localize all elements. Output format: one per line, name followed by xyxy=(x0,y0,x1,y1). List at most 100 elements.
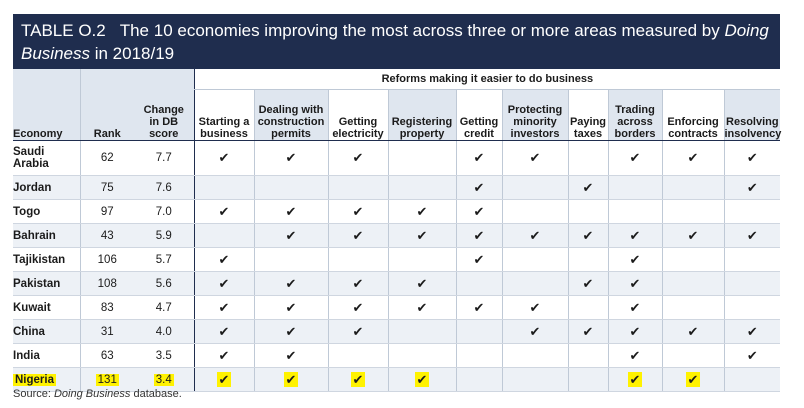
reform-cell: ✔ xyxy=(193,247,254,272)
checkmark-icon: ✔ xyxy=(218,275,230,291)
checkmark-icon: ✔ xyxy=(629,275,641,291)
reform-cell xyxy=(455,367,502,392)
reform-cell xyxy=(193,175,254,200)
checkmark-icon: ✔ xyxy=(218,347,230,363)
checkmark-icon: ✔ xyxy=(285,150,297,165)
reform-cell: ✔ xyxy=(193,295,254,320)
rank-cell: 106 xyxy=(79,247,134,272)
reform-column-header: Starting a business xyxy=(193,89,254,141)
checkmark-icon: ✔ xyxy=(414,371,430,387)
change-cell: 7.0 xyxy=(134,199,194,224)
checkmark-icon: ✔ xyxy=(352,299,364,315)
economy-cell: Tajikistan xyxy=(13,247,80,272)
economy-cell: Nigeria xyxy=(13,367,80,392)
reform-cell: ✔ xyxy=(661,367,724,392)
change-cell: 5.9 xyxy=(134,223,194,248)
reform-cell xyxy=(501,367,568,392)
checkmark-icon: ✔ xyxy=(627,371,643,387)
reform-cell: ✔ xyxy=(455,247,502,272)
reform-cell xyxy=(327,343,388,368)
reform-cell: ✔ xyxy=(607,140,662,176)
reform-cell: ✔ xyxy=(607,319,662,344)
reform-cell: ✔ xyxy=(193,271,254,296)
rank-cell: 43 xyxy=(79,223,134,248)
reform-column-header: Getting credit xyxy=(455,89,502,141)
reform-cell xyxy=(723,367,781,392)
checkmark-icon: ✔ xyxy=(352,275,364,291)
reform-cell: ✔ xyxy=(327,199,388,224)
reform-cell xyxy=(723,199,781,224)
checkmark-icon: ✔ xyxy=(473,227,485,243)
table-title: TABLE O.2 The 10 economies improving the … xyxy=(13,14,780,69)
reform-cell xyxy=(193,223,254,248)
reform-cell: ✔ xyxy=(501,140,568,176)
reform-cell: ✔ xyxy=(501,223,568,248)
table-row: Tajikistan 106 5.7 ✔ ✔ ✔ xyxy=(13,247,781,272)
reform-cell xyxy=(253,175,328,200)
reform-cell: ✔ xyxy=(607,247,662,272)
reform-cell: ✔ xyxy=(723,175,781,200)
reform-cell: ✔ xyxy=(567,175,608,200)
reform-cell: ✔ xyxy=(723,223,781,248)
checkmark-icon: ✔ xyxy=(218,150,230,165)
reform-cell: ✔ xyxy=(327,367,388,392)
checkmark-icon: ✔ xyxy=(218,299,230,315)
reform-cell: ✔ xyxy=(661,140,724,176)
reform-cell xyxy=(455,319,502,344)
reform-cell: ✔ xyxy=(327,223,388,248)
reform-cell: ✔ xyxy=(501,319,568,344)
table-row: Jordan 75 7.6 ✔ ✔ ✔ xyxy=(13,175,781,200)
source-italic: Doing Business xyxy=(53,388,131,400)
reform-column-header: Dealing with construction permits xyxy=(253,89,328,141)
reform-cell xyxy=(607,175,662,200)
reform-cell xyxy=(567,367,608,392)
reform-cell: ✔ xyxy=(661,319,724,344)
title-suffix: in 2018/19 xyxy=(89,44,175,63)
change-cell: 7.7 xyxy=(134,140,194,176)
checkmark-icon: ✔ xyxy=(285,227,297,243)
reform-column-header: Enforcing contracts xyxy=(661,89,724,141)
reform-cell: ✔ xyxy=(661,223,724,248)
checkmark-icon: ✔ xyxy=(529,299,541,315)
checkmark-icon: ✔ xyxy=(473,150,485,165)
reform-cell: ✔ xyxy=(607,367,662,392)
checkmark-icon: ✔ xyxy=(285,347,297,363)
reform-cell: ✔ xyxy=(253,140,328,176)
reform-cell: ✔ xyxy=(193,199,254,224)
checkmark-icon: ✔ xyxy=(629,299,641,315)
change-cell: 4.7 xyxy=(134,295,194,320)
reform-cell xyxy=(501,271,568,296)
title-text: The 10 economies improving the most acro… xyxy=(119,21,725,40)
reform-cell xyxy=(723,271,781,296)
checkmark-icon: ✔ xyxy=(416,299,428,315)
rank-column-header: Rank xyxy=(79,89,134,141)
change-cell: 5.7 xyxy=(134,247,194,272)
checkmark-icon: ✔ xyxy=(629,227,641,243)
reform-cell xyxy=(387,247,456,272)
change-cell: 3.4 xyxy=(134,367,194,392)
checkmark-icon: ✔ xyxy=(473,251,485,267)
reform-cell xyxy=(327,247,388,272)
checkmark-icon: ✔ xyxy=(529,227,541,243)
reform-cell: ✔ xyxy=(607,295,662,320)
reform-column-header: Paying taxes xyxy=(567,89,608,141)
reform-cell: ✔ xyxy=(567,319,608,344)
checkmark-icon: ✔ xyxy=(687,150,699,165)
checkmark-icon: ✔ xyxy=(350,371,366,387)
reform-cell xyxy=(661,343,724,368)
checkmark-icon: ✔ xyxy=(416,275,428,291)
checkmark-icon: ✔ xyxy=(582,275,594,291)
table-row: Pakistan 108 5.6 ✔ ✔ ✔ ✔ ✔ ✔ xyxy=(13,271,781,296)
reform-cell: ✔ xyxy=(253,343,328,368)
checkmark-icon: ✔ xyxy=(746,347,758,363)
reform-cell xyxy=(455,343,502,368)
checkmark-icon: ✔ xyxy=(685,371,701,387)
table-row: Bahrain 43 5.9 ✔ ✔ ✔ ✔ ✔ ✔ ✔ ✔ ✔ xyxy=(13,223,781,248)
checkmark-icon: ✔ xyxy=(687,323,699,339)
reform-cell xyxy=(327,175,388,200)
checkmark-icon: ✔ xyxy=(582,323,594,339)
change-column-header: Change in DB score xyxy=(134,89,194,141)
reform-cell: ✔ xyxy=(253,295,328,320)
reform-cell: ✔ xyxy=(327,295,388,320)
reform-cell: ✔ xyxy=(567,271,608,296)
